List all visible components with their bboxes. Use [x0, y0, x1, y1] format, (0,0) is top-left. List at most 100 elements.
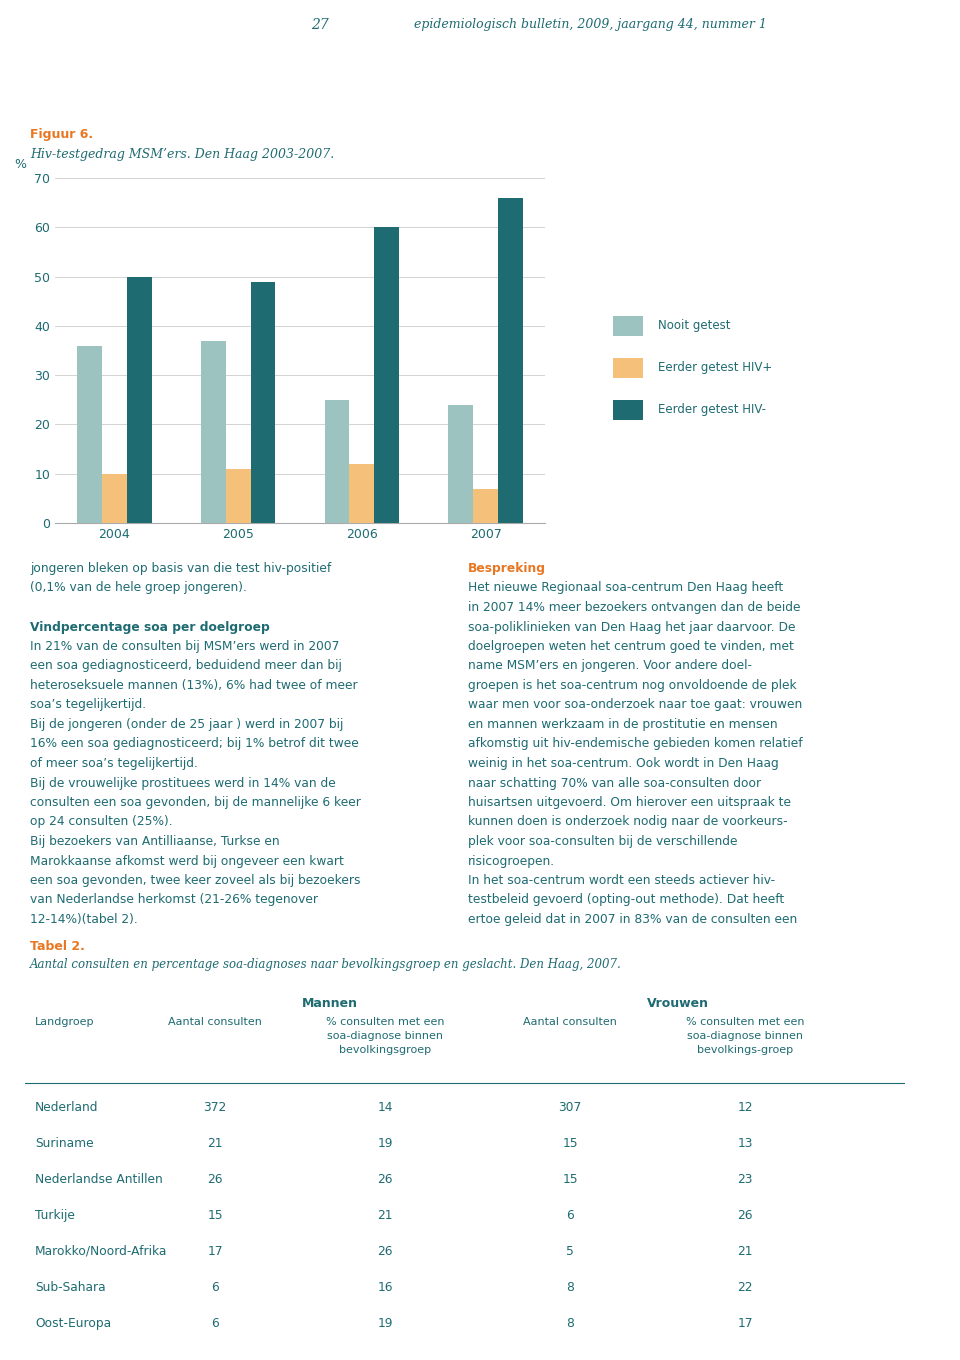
Text: 21: 21: [377, 1209, 393, 1223]
Text: (0,1% van de hele groep jongeren).: (0,1% van de hele groep jongeren).: [30, 582, 247, 594]
Text: 15: 15: [563, 1137, 578, 1151]
Text: Oost-Europa: Oost-Europa: [35, 1316, 111, 1330]
Bar: [127, 276, 152, 524]
Text: 17: 17: [207, 1244, 223, 1258]
Text: Nooit getest: Nooit getest: [658, 320, 730, 332]
Text: soa-diagnose binnen: soa-diagnose binnen: [687, 1031, 803, 1040]
Text: Aantal consulten: Aantal consulten: [523, 1017, 617, 1027]
Text: 8: 8: [566, 1281, 574, 1293]
Text: 5: 5: [566, 1244, 574, 1258]
Text: Marokko/Noord-Afrika: Marokko/Noord-Afrika: [35, 1244, 167, 1258]
Text: 13: 13: [737, 1137, 753, 1151]
Text: doelgroepen weten het centrum goed te vinden, met: doelgroepen weten het centrum goed te vi…: [468, 641, 794, 653]
Text: Bij bezoekers van Antilliaanse, Turkse en: Bij bezoekers van Antilliaanse, Turkse e…: [30, 835, 279, 849]
Bar: [473, 488, 498, 524]
Text: 15: 15: [563, 1172, 578, 1186]
Text: In het soa-centrum wordt een steeds actiever hiv-: In het soa-centrum wordt een steeds acti…: [468, 874, 775, 887]
Text: 6: 6: [211, 1281, 219, 1293]
Bar: [324, 400, 349, 524]
Text: 22: 22: [737, 1281, 753, 1293]
Text: Marokkaanse afkomst werd bij ongeveer een kwart: Marokkaanse afkomst werd bij ongeveer ee…: [30, 854, 344, 868]
Text: Tabel 2.: Tabel 2.: [30, 940, 84, 953]
Y-axis label: %: %: [14, 158, 27, 171]
Text: epidemiologie: epidemiologie: [935, 180, 945, 267]
Text: Het nieuwe Regionaal soa-centrum Den Haag heeft: Het nieuwe Regionaal soa-centrum Den Haa…: [468, 582, 783, 594]
Text: 21: 21: [207, 1137, 223, 1151]
Bar: [102, 473, 127, 524]
Text: groepen is het soa-centrum nog onvoldoende de plek: groepen is het soa-centrum nog onvoldoen…: [468, 679, 797, 692]
Text: 6: 6: [566, 1209, 574, 1223]
Bar: [374, 227, 399, 524]
Text: Hiv-testgedrag MSM’ers. Den Haag 2003-2007.: Hiv-testgedrag MSM’ers. Den Haag 2003-20…: [30, 148, 334, 160]
Text: Nederland: Nederland: [35, 1102, 99, 1114]
Text: 12: 12: [737, 1102, 753, 1114]
Text: waar men voor soa-onderzoek naar toe gaat: vrouwen: waar men voor soa-onderzoek naar toe gaa…: [468, 699, 803, 711]
Text: soa’s tegelijkertijd.: soa’s tegelijkertijd.: [30, 699, 146, 711]
Text: soa-poliklinieken van Den Haag het jaar daarvoor. De: soa-poliklinieken van Den Haag het jaar …: [468, 620, 796, 634]
Text: 23: 23: [737, 1172, 753, 1186]
Text: 19: 19: [377, 1137, 393, 1151]
Bar: [448, 405, 473, 524]
Text: bevolkings-groep: bevolkings-groep: [697, 1044, 793, 1055]
Text: 26: 26: [377, 1172, 393, 1186]
Text: Figuur 6.: Figuur 6.: [30, 128, 93, 141]
Text: huisartsen uitgevoerd. Om hierover een uitspraak te: huisartsen uitgevoerd. Om hierover een u…: [468, 796, 791, 809]
Bar: [77, 345, 102, 524]
Text: naar schatting 70% van alle soa-consulten door: naar schatting 70% van alle soa-consulte…: [468, 777, 761, 790]
Text: Turkije: Turkije: [35, 1209, 75, 1223]
Text: weinig in het soa-centrum. Ook wordt in Den Haag: weinig in het soa-centrum. Ook wordt in …: [468, 758, 779, 770]
Text: 19: 19: [377, 1316, 393, 1330]
Text: 27: 27: [311, 18, 329, 33]
Text: risicogroepen.: risicogroepen.: [468, 854, 555, 868]
Text: Nederlandse Antillen: Nederlandse Antillen: [35, 1172, 163, 1186]
Text: bevolkingsgroep: bevolkingsgroep: [339, 1044, 431, 1055]
Text: of meer soa’s tegelijkertijd.: of meer soa’s tegelijkertijd.: [30, 758, 198, 770]
Text: Aantal consulten: Aantal consulten: [168, 1017, 262, 1027]
Text: Eerder getest HIV+: Eerder getest HIV+: [658, 362, 772, 374]
Text: op 24 consulten (25%).: op 24 consulten (25%).: [30, 816, 173, 828]
Text: en mannen werkzaam in de prostitutie en mensen: en mannen werkzaam in de prostitutie en …: [468, 718, 778, 732]
Text: Aantal consulten en percentage soa-diagnoses naar bevolkingsgroep en geslacht. D: Aantal consulten en percentage soa-diagn…: [30, 957, 622, 971]
Text: consulten een soa gevonden, bij de mannelijke 6 keer: consulten een soa gevonden, bij de manne…: [30, 796, 361, 809]
Text: Mannen: Mannen: [302, 997, 358, 1010]
Text: Bij de jongeren (onder de 25 jaar ) werd in 2007 bij: Bij de jongeren (onder de 25 jaar ) werd…: [30, 718, 344, 732]
Text: een soa gevonden, twee keer zoveel als bij bezoekers: een soa gevonden, twee keer zoveel als b…: [30, 874, 361, 887]
Text: Vrouwen: Vrouwen: [646, 997, 708, 1010]
Text: ertoe geleid dat in 2007 in 83% van de consulten een: ertoe geleid dat in 2007 in 83% van de c…: [468, 913, 797, 926]
Text: % consulten met een: % consulten met een: [685, 1017, 804, 1027]
Bar: [201, 340, 226, 524]
Text: In 21% van de consulten bij MSM’ers werd in 2007: In 21% van de consulten bij MSM’ers werd…: [30, 641, 340, 653]
Text: 26: 26: [207, 1172, 223, 1186]
Text: afkomstig uit hiv-endemische gebieden komen relatief: afkomstig uit hiv-endemische gebieden ko…: [468, 737, 803, 751]
Text: in 2007 14% meer bezoekers ontvangen dan de beide: in 2007 14% meer bezoekers ontvangen dan…: [468, 601, 801, 613]
Text: Bespreking: Bespreking: [468, 562, 546, 575]
Text: name MSM’ers en jongeren. Voor andere doel-: name MSM’ers en jongeren. Voor andere do…: [468, 660, 752, 672]
Text: 372: 372: [204, 1102, 227, 1114]
Text: 17: 17: [737, 1316, 753, 1330]
Text: plek voor soa-consulten bij de verschillende: plek voor soa-consulten bij de verschill…: [468, 835, 737, 849]
Text: epidemiologisch bulletin, 2009, jaargang 44, nummer 1: epidemiologisch bulletin, 2009, jaargang…: [414, 18, 766, 31]
Text: 26: 26: [737, 1209, 753, 1223]
Text: 8: 8: [566, 1316, 574, 1330]
Text: 26: 26: [377, 1244, 393, 1258]
Text: % consulten met een: % consulten met een: [325, 1017, 444, 1027]
Text: 21: 21: [737, 1244, 753, 1258]
Text: Landgroep: Landgroep: [35, 1017, 94, 1027]
Text: 14: 14: [377, 1102, 393, 1114]
Text: van Nederlandse herkomst (21-26% tegenover: van Nederlandse herkomst (21-26% tegenov…: [30, 894, 318, 907]
Text: Suriname: Suriname: [35, 1137, 94, 1151]
Text: 12-14%)(tabel 2).: 12-14%)(tabel 2).: [30, 913, 137, 926]
Text: soa-diagnose binnen: soa-diagnose binnen: [327, 1031, 443, 1040]
Text: testbeleid gevoerd (opting-out methode). Dat heeft: testbeleid gevoerd (opting-out methode).…: [468, 894, 784, 907]
Bar: [251, 282, 276, 524]
Bar: [349, 464, 374, 524]
Text: jongeren bleken op basis van die test hiv-positief: jongeren bleken op basis van die test hi…: [30, 562, 331, 575]
Bar: [498, 197, 523, 524]
Text: 307: 307: [559, 1102, 582, 1114]
Bar: [226, 469, 251, 524]
Bar: [612, 316, 642, 336]
Text: heteroseksuele mannen (13%), 6% had twee of meer: heteroseksuele mannen (13%), 6% had twee…: [30, 679, 358, 692]
Text: 15: 15: [207, 1209, 223, 1223]
Text: Vindpercentage soa per doelgroep: Vindpercentage soa per doelgroep: [30, 620, 270, 634]
Text: Sub-Sahara: Sub-Sahara: [35, 1281, 106, 1293]
